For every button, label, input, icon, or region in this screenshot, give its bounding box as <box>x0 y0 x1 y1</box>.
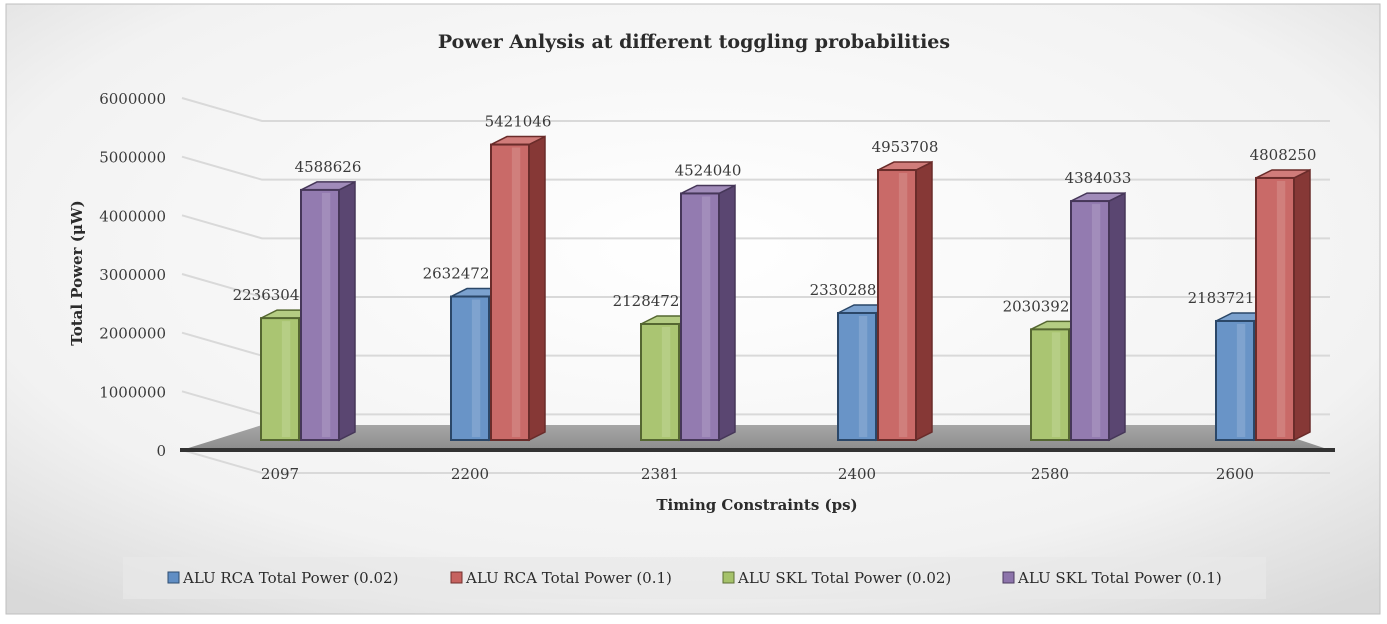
y-tick-label: 6000000 <box>99 90 166 108</box>
bar <box>877 160 933 442</box>
x-tick-label: 2600 <box>1216 465 1254 483</box>
y-axis-title: Total Power (μW) <box>68 200 86 346</box>
x-tick-label: 2400 <box>838 465 876 483</box>
y-tick-label: 5000000 <box>99 149 166 167</box>
bar <box>490 135 546 442</box>
y-tick-label: 0 <box>156 442 166 460</box>
data-label-layer: 2236304 4588626 2632472 5421046 2128472 45240… <box>233 113 1317 316</box>
legend-item: ALU SKL Total Power (0.02) <box>722 569 951 587</box>
data-label: 2236304 <box>233 286 300 304</box>
y-tick-label: 1000000 <box>99 383 166 401</box>
x-tick-label: 2381 <box>641 465 679 483</box>
y-tick-label: 3000000 <box>99 266 166 284</box>
bar <box>1070 191 1126 442</box>
bar <box>300 180 356 442</box>
x-tick-layer: 2097 2200 2381 2400 2580 2600 <box>261 465 1254 483</box>
legend-swatch <box>167 571 180 584</box>
data-label: 4524040 <box>675 161 742 179</box>
legend-swatch <box>1002 571 1015 584</box>
gridline <box>181 273 1330 298</box>
legend-swatch <box>450 571 463 584</box>
x-tick-label: 2580 <box>1031 465 1069 483</box>
gridline <box>181 155 1330 181</box>
data-label: 2632472 <box>423 265 490 283</box>
gridline <box>181 449 1330 474</box>
chart-title: Power Anlysis at different toggling prob… <box>438 31 950 53</box>
data-label: 2183721 <box>1188 289 1255 307</box>
y-tick-label: 4000000 <box>99 207 166 225</box>
data-label: 4808250 <box>1250 146 1317 164</box>
bar <box>680 184 736 442</box>
x-axis-title: Timing Constraints (ps) <box>656 496 857 514</box>
gridline <box>181 97 1330 122</box>
gridline <box>181 214 1330 240</box>
legend-label: ALU SKL Total Power (0.02) <box>737 569 951 587</box>
data-label: 4384033 <box>1065 169 1132 187</box>
x-tick-label: 2200 <box>451 465 489 483</box>
data-label: 2128472 <box>613 292 680 310</box>
legend-item: ALU RCA Total Power (0.02) <box>167 569 398 587</box>
x-tick-label: 2097 <box>261 465 299 483</box>
legend-label: ALU RCA Total Power (0.02) <box>182 569 398 587</box>
data-label: 2030392 <box>1003 297 1070 315</box>
legend-label: ALU RCA Total Power (0.1) <box>465 569 672 587</box>
grid-layer <box>181 97 1330 474</box>
data-label: 4953708 <box>872 138 939 156</box>
legend-label: ALU SKL Total Power (0.1) <box>1017 569 1222 587</box>
legend-item: ALU RCA Total Power (0.1) <box>450 569 672 587</box>
legend-box <box>123 557 1266 599</box>
data-label: 4588626 <box>295 158 362 176</box>
y-tick-label: 2000000 <box>99 325 166 343</box>
data-label: 5421046 <box>485 113 552 131</box>
y-tick-layer: 0 1000000 2000000 3000000 4000000 5000000 6000… <box>99 90 166 460</box>
bar <box>1255 168 1311 442</box>
legend: ALU RCA Total Power (0.02) ALU RCA Total … <box>167 569 1222 587</box>
legend-item: ALU SKL Total Power (0.1) <box>1002 569 1222 587</box>
data-label: 2330288 <box>810 281 877 299</box>
bar-layer <box>260 135 1311 442</box>
legend-swatch <box>722 571 735 584</box>
